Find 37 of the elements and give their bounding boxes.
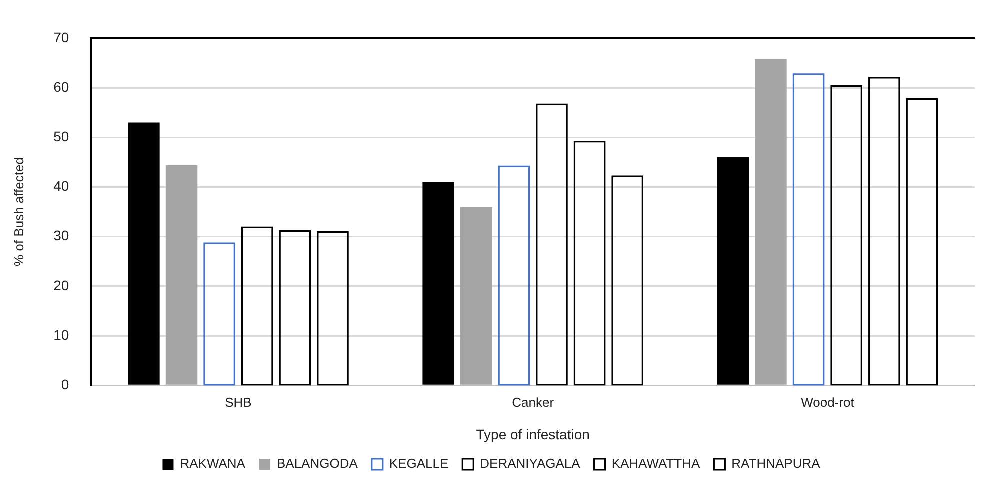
legend-label: BALANGODA: [276, 456, 358, 472]
bar: [279, 230, 312, 386]
bar: [128, 122, 160, 385]
bar: [906, 98, 938, 386]
y-tick-label: 20: [54, 277, 70, 294]
x-axis-title: Type of infestation: [476, 426, 590, 442]
y-tick-label: 10: [54, 326, 70, 343]
legend-label: KEGALLE: [389, 456, 449, 472]
x-tick-label: Canker: [512, 394, 555, 410]
bar: [830, 86, 862, 386]
bar: [612, 176, 644, 386]
legend-label: RATHNAPURA: [732, 456, 821, 472]
legend-label: RAKWANA: [180, 456, 246, 472]
y-tick-label: 70: [54, 29, 70, 46]
bar: [498, 166, 530, 386]
y-tick-label: 60: [54, 78, 70, 95]
x-tick-label: Wood-rot: [801, 394, 855, 410]
bar: [460, 207, 492, 385]
x-tick-label: SHB: [225, 394, 252, 410]
bar: [204, 242, 236, 386]
y-tick-label: 40: [54, 178, 70, 194]
legend-label: DERANIYAGALA: [480, 456, 581, 472]
bar: [422, 182, 454, 385]
bar: [717, 157, 750, 385]
bar: [317, 231, 349, 386]
bar: [755, 59, 787, 385]
y-tick-label: 30: [54, 228, 70, 244]
bar: [242, 226, 274, 386]
y-axis-title: % of Bush affected: [11, 158, 26, 266]
bar: [574, 141, 606, 386]
y-tick-label: 50: [54, 128, 70, 144]
bar: [166, 165, 198, 385]
bar: [792, 74, 825, 386]
bar: [536, 104, 568, 386]
legend-label: KAHAWATTHA: [612, 456, 701, 472]
bar: [868, 77, 900, 386]
y-tick-label: 0: [61, 376, 70, 392]
